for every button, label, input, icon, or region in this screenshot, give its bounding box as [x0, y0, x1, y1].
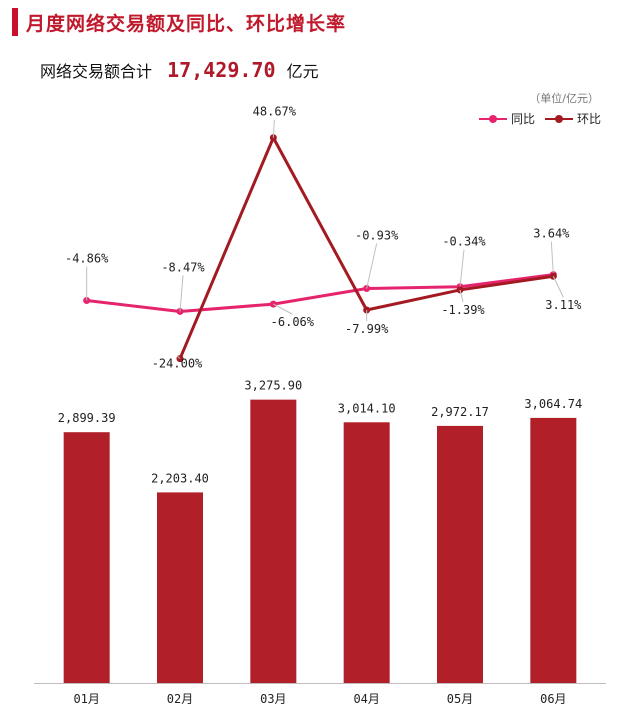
page-title: 月度网络交易额及同比、环比增长率 — [26, 13, 347, 35]
legend-mom-label: 环比 — [576, 112, 601, 126]
yoy-leader-line — [366, 243, 378, 289]
yoy-leader-line — [179, 275, 184, 312]
bar-value-label: 2,899.39 — [58, 411, 116, 425]
x-tick-label: 03月 — [260, 692, 286, 706]
title-accent-bar — [12, 8, 18, 36]
mom-leader-line — [459, 289, 464, 303]
bar-1 — [63, 432, 110, 683]
x-tick-label: 06月 — [540, 692, 566, 706]
yoy-leader-line — [550, 241, 554, 275]
bar-value-label: 3,064.74 — [524, 397, 582, 411]
legend-yoy-label: 同比 — [510, 112, 535, 126]
yoy-value-label: -6.06% — [271, 315, 315, 329]
yoy-value-label: -8.47% — [161, 260, 205, 274]
mom-value-label: 48.67% — [253, 105, 297, 119]
mom-leader-line — [176, 355, 181, 360]
yoy-leader-line — [459, 249, 465, 287]
bar-value-label: 3,014.10 — [338, 401, 396, 415]
unit-note: （单位/亿元） — [529, 92, 599, 105]
bar-value-label: 2,203.40 — [151, 471, 209, 485]
mom-value-label: 3.11% — [545, 298, 582, 312]
bar-value-label: 2,972.17 — [431, 405, 489, 419]
mom-value-label: -1.39% — [441, 303, 485, 317]
yoy-value-label: -0.34% — [442, 235, 486, 249]
total-value: 17,429.70 — [167, 58, 276, 82]
bar-6 — [530, 417, 577, 683]
legend-yoy-swatch-icon — [478, 114, 507, 124]
legend-mom-swatch-icon — [544, 114, 573, 124]
x-tick-label: 05月 — [447, 692, 473, 706]
bar-4 — [343, 422, 390, 683]
yoy-value-label: -4.86% — [65, 251, 109, 265]
mom-leader-line — [272, 119, 275, 138]
x-tick-label: 02月 — [167, 692, 193, 706]
bar-value-label: 3,275.90 — [244, 379, 302, 393]
legend-item-mom: 环比 — [544, 110, 601, 127]
legend-item-yoy: 同比 — [478, 110, 535, 127]
mom-value-label: -24.00% — [152, 357, 203, 371]
yoy-leader-line — [273, 303, 293, 315]
yoy-value-label: 3.64% — [533, 227, 570, 241]
bar-3 — [250, 399, 297, 683]
chart-legend: 同比 环比 — [478, 110, 601, 127]
x-tick-label: 01月 — [73, 692, 99, 706]
mom-leader-line — [552, 276, 564, 298]
x-tick-label: 04月 — [353, 692, 379, 706]
total-unit: 亿元 — [286, 62, 319, 81]
bar-2 — [157, 492, 203, 683]
yoy-value-label: -0.93% — [355, 229, 399, 243]
mom-value-label: -7.99% — [345, 322, 389, 336]
yoy-line — [86, 273, 554, 313]
total-summary: 网络交易额合计 17,429.70 亿元 — [40, 58, 319, 82]
total-label: 网络交易额合计 — [40, 62, 153, 81]
bar-5 — [437, 425, 483, 683]
